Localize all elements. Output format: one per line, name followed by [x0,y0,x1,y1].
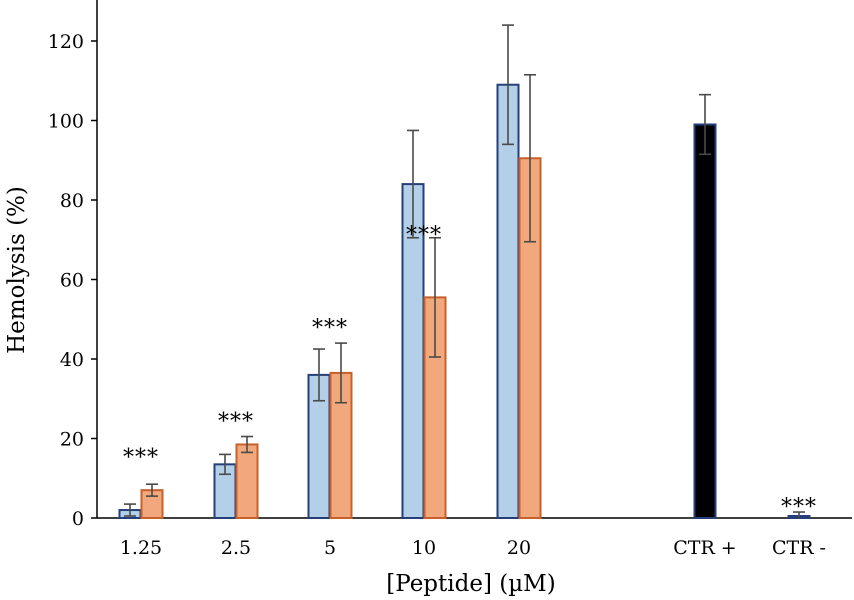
y-tick-label: 0 [72,508,84,530]
x-tick-label: 20 [507,537,531,559]
significance-label: *** [312,316,348,341]
y-tick-label: 60 [60,270,84,292]
x-tick-label: 1.25 [120,537,162,559]
axes [96,0,852,519]
x-tick-label: CTR - [772,537,826,559]
y-tick-label: 100 [48,111,84,133]
x-tick-label: 5 [324,537,336,559]
x-tick-label: 10 [412,537,436,559]
bar [235,443,259,519]
x-tick-label: CTR + [673,537,736,559]
bar [693,123,717,519]
x-axis-title: [Peptide] (µM) [386,571,555,597]
y-tick-label: 80 [60,190,84,212]
y-ticks: 0 20 40 60 80 100 120 [48,31,97,530]
bar [496,83,520,519]
bars [118,83,811,520]
y-tick-label: 120 [48,31,84,53]
y-axis-title: Hemolysis (%) [4,186,30,354]
y-tick-label: 40 [60,349,84,371]
significance-annotations: *** *** *** *** *** [123,223,817,520]
significance-label: *** [123,445,159,470]
significance-label: *** [218,410,254,435]
error-bars [124,24,805,518]
y-tick-label: 20 [60,429,84,451]
x-tick-labels: 1.25 2.5 5 10 20 CTR + CTR - [120,537,826,559]
significance-label: *** [406,223,442,248]
significance-label: *** [781,495,817,520]
x-tick-label: 2.5 [221,537,251,559]
